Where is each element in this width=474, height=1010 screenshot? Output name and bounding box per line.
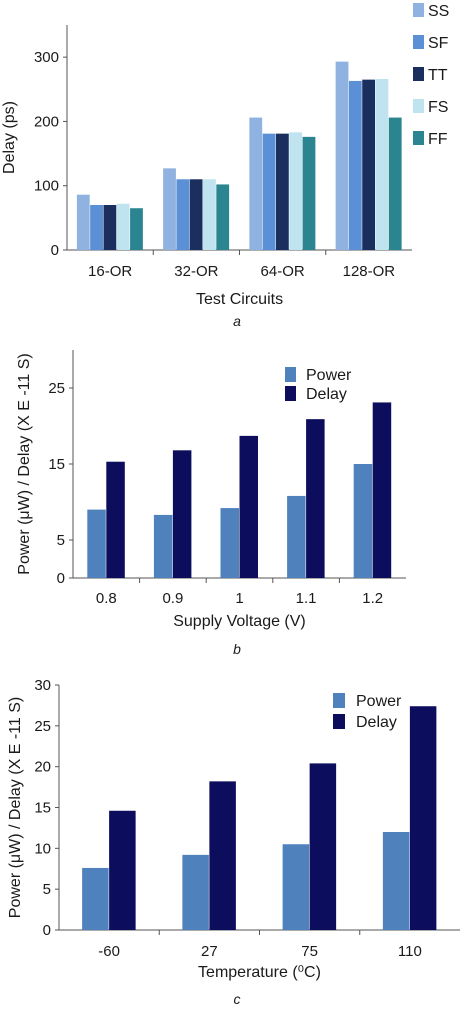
bar-ss-32-OR	[163, 168, 176, 250]
legend-swatch-power	[333, 693, 345, 708]
panel-caption: a	[233, 313, 241, 329]
bar-tt-64-OR	[275, 133, 289, 250]
legend-swatch-fs	[413, 99, 424, 113]
x-tick-label: 16-OR	[88, 263, 132, 280]
x-tick-label: 64-OR	[261, 263, 305, 280]
bar-power-75	[282, 844, 310, 930]
y-tick-label: 30	[34, 677, 51, 694]
x-tick-label: 75	[301, 943, 318, 960]
bar-power-1.1	[287, 495, 306, 578]
bar-power-1.2	[353, 464, 373, 578]
x-tick-label: 32-OR	[174, 263, 218, 280]
legend-label-ss: SS	[428, 3, 449, 20]
bar-tt-32-OR	[189, 179, 203, 250]
y-tick-label: 5	[57, 532, 65, 549]
bar-fs-128-OR	[375, 79, 389, 250]
y-tick-label: 25	[48, 380, 65, 397]
bar-ff-32-OR	[216, 184, 230, 250]
bar-delay-27	[209, 781, 236, 930]
y-tick-label: 15	[34, 800, 51, 817]
legend-swatch-ff	[413, 131, 424, 145]
y-tick-label: 0	[57, 570, 65, 587]
y-tick-label: 10	[34, 840, 51, 857]
x-tick-label: 110	[398, 943, 422, 960]
x-axis-title: Temperature (⁰C)	[198, 964, 321, 981]
legend-label-sf: SF	[428, 35, 449, 52]
y-tick-label: 200	[34, 113, 59, 130]
y-axis-title: Power (μW) / Delay (X E -11 S)	[7, 697, 24, 918]
bar-delay-0.9	[172, 450, 192, 578]
legend-label-delay: Delay	[306, 386, 347, 403]
bar-delay-1.2	[372, 402, 392, 578]
legend-swatch-delay	[285, 386, 296, 401]
chart-panel-b: 0 5 15 25 0.8 0.9 1 1.1 1.2 Supply Voltage (V) Pow…	[16, 350, 406, 657]
chart-panel-a: 0 100 200 300 16-OR 32-OR 64-OR 128-OR Test Circ…	[1, 3, 449, 329]
bar-power--60	[82, 867, 109, 930]
legend-swatch-ss	[413, 3, 424, 17]
legend-label-tt: TT	[428, 67, 448, 84]
legend-label-fs: FS	[428, 99, 448, 116]
x-tick-label: 1.1	[296, 590, 317, 607]
legend-label-power: Power	[306, 367, 352, 384]
bar-sf-128-OR	[348, 80, 362, 250]
bar-power-0.8	[87, 509, 106, 578]
y-tick-label: 100	[34, 178, 59, 195]
bar-tt-16-OR	[103, 205, 117, 250]
y-tick-label: 0	[43, 922, 51, 939]
bar-power-27	[182, 854, 209, 930]
bar-delay-110	[409, 706, 437, 930]
x-tick-label: 0.8	[96, 590, 117, 607]
bar-ff-64-OR	[302, 136, 316, 250]
y-tick-label: 0	[51, 242, 59, 259]
legend-label-ff: FF	[428, 131, 448, 148]
bar-delay-1.1	[306, 419, 325, 578]
y-tick-label: 15	[48, 456, 65, 473]
x-tick-label: 0.9	[162, 590, 183, 607]
bar-ff-16-OR	[130, 208, 143, 250]
chart-panel-c: 0 5 10 15 20 25 30 -60 27 75 110 Temperature (⁰C) Po…	[7, 677, 460, 1007]
x-tick-label: 1.2	[362, 590, 383, 607]
bar-delay--60	[109, 810, 136, 930]
legend-swatch-power	[285, 367, 296, 382]
bar-fs-64-OR	[289, 132, 303, 250]
x-axis-title: Supply Voltage (V)	[173, 613, 306, 630]
bar-fs-32-OR	[203, 179, 216, 250]
bar-ss-16-OR	[76, 194, 90, 250]
y-tick-label: 300	[34, 49, 59, 66]
bar-power-1	[220, 508, 239, 578]
legend-label-delay: Delay	[356, 714, 397, 731]
bar-delay-1	[239, 435, 258, 578]
bar-fs-16-OR	[116, 203, 130, 250]
bar-sf-64-OR	[262, 133, 276, 250]
x-tick-label: -60	[98, 943, 120, 960]
legend-label-power: Power	[356, 693, 402, 710]
bar-tt-128-OR	[362, 79, 376, 251]
y-axis-title: Power (μW) / Delay (X E -11 S)	[16, 353, 33, 574]
bar-delay-0.8	[106, 461, 125, 578]
x-tick-label: 128-OR	[343, 263, 396, 280]
bar-ff-128-OR	[388, 117, 402, 250]
x-tick-label: 1	[235, 590, 243, 607]
legend-swatch-delay	[333, 714, 345, 729]
y-tick-label: 5	[43, 881, 51, 898]
bar-ss-64-OR	[249, 117, 263, 250]
bar-ss-128-OR	[335, 61, 349, 251]
bar-sf-32-OR	[176, 179, 190, 250]
panel-caption: c	[234, 991, 241, 1007]
bar-power-110	[382, 832, 410, 930]
x-axis-title: Test Circuits	[196, 291, 283, 308]
y-axis-title: Delay (ps)	[1, 101, 18, 174]
panel-caption: b	[233, 641, 241, 657]
legend-swatch-tt	[413, 67, 424, 81]
legend-swatch-sf	[413, 35, 424, 49]
x-tick-label: 27	[201, 943, 218, 960]
y-tick-label: 20	[34, 759, 51, 776]
bar-power-0.9	[153, 514, 173, 578]
bar-delay-75	[309, 763, 337, 930]
y-tick-label: 25	[34, 718, 51, 735]
bar-sf-16-OR	[90, 205, 103, 250]
